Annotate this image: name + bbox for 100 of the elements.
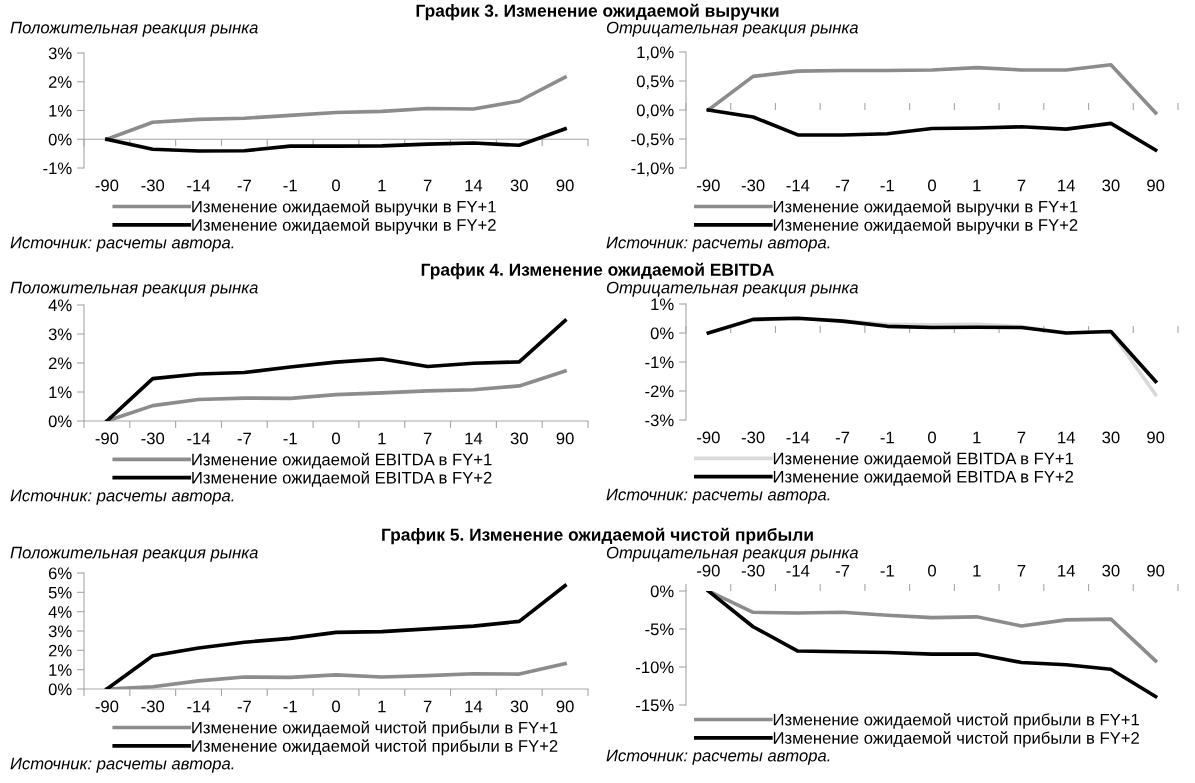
y-tick-label: 3%	[48, 47, 72, 60]
x-tick-label: 1	[973, 564, 981, 577]
x-tick-label: -90	[697, 431, 720, 444]
x-tick-label: -1	[283, 179, 297, 192]
x-tick-label: -7	[237, 179, 251, 192]
y-tick-label: 0%	[48, 415, 72, 428]
chart-title: График 4. Изменение ожидаемой EBITDA	[421, 262, 774, 280]
legend-label: Изменение ожидаемой чистой прибыли в FY+2	[192, 739, 558, 756]
y-tick-label: -3%	[645, 414, 674, 427]
x-tick-label: -90	[697, 179, 720, 192]
y-tick-label: 1%	[49, 386, 72, 399]
x-tick-label: 14	[465, 432, 483, 445]
legend-label: Изменение ожидаемой EBITDA в FY+2	[773, 470, 1074, 486]
x-tick-label: 1	[378, 432, 386, 445]
y-tick-label: 5%	[48, 586, 72, 599]
line-series	[105, 661, 567, 689]
x-tick-label: 0	[928, 431, 936, 444]
y-tick-label: -15%	[636, 699, 674, 712]
x-tick-label: -30	[141, 432, 165, 445]
y-tick-label: 6%	[48, 567, 72, 580]
x-tick-label: -30	[741, 431, 765, 444]
y-tick-label: 1%	[49, 664, 72, 676]
x-tick-label: 14	[465, 700, 483, 713]
x-tick-label: 90	[556, 179, 574, 192]
x-tick-label: 7	[423, 432, 432, 445]
legend-label: Изменение ожидаемой EBITDA в FY+1	[192, 452, 492, 469]
y-tick-label: 1%	[651, 298, 674, 311]
x-tick-label: 90	[1147, 564, 1165, 577]
text: Источник: расчеты автора.	[10, 489, 234, 505]
x-tick-label: 90	[1147, 179, 1165, 192]
x-tick-label: -1	[283, 432, 297, 445]
y-tick-label: 0%	[48, 683, 72, 696]
legend-label: Изменение ожидаемой выручки в FY+2	[773, 218, 1078, 235]
x-tick-label: -30	[741, 179, 765, 192]
legend-label: Изменение ожидаемой EBITDA в FY+1	[773, 451, 1074, 468]
y-tick-label: -10%	[636, 661, 674, 674]
x-tick-label: 0	[928, 564, 936, 577]
x-tick-label: 0	[332, 179, 340, 192]
y-tick-label: 0,0%	[636, 104, 674, 119]
y-tick-label: 0,5%	[636, 75, 674, 90]
y-tick-label: 0%	[48, 133, 72, 146]
x-tick-label: 30	[1102, 564, 1120, 577]
x-tick-label: 14	[465, 179, 483, 192]
chart-subtitle: Положительная реакция рынка	[10, 546, 258, 562]
text: Источник: расчеты автора.	[606, 749, 830, 765]
x-tick-label: -14	[187, 179, 211, 192]
legend-label: Изменение ожидаемой чистой прибыли в FY+2	[773, 731, 1139, 748]
x-tick-label: 30	[1102, 431, 1120, 444]
y-tick-label: -1%	[43, 162, 72, 175]
line-series	[105, 318, 567, 421]
line-series	[105, 127, 567, 153]
legend-label: Изменение ожидаемой чистой прибыли в FY+1	[773, 713, 1139, 729]
y-tick-label: 1,0%	[637, 46, 674, 61]
x-tick-label: -7	[835, 564, 850, 577]
x-tick-label: -90	[95, 179, 119, 192]
x-tick-label: 30	[510, 432, 528, 445]
x-tick-label: -90	[697, 564, 720, 577]
x-tick-label: -90	[95, 432, 119, 445]
chart-subtitle: Отрицательная реакция рынка	[606, 546, 859, 562]
x-tick-label: 7	[423, 700, 432, 713]
line-series	[706, 62, 1158, 115]
y-tick-label: 2%	[48, 357, 72, 370]
x-tick-label: 1	[973, 179, 981, 192]
x-tick-label: 14	[1058, 431, 1075, 444]
x-tick-label: -7	[835, 431, 850, 444]
x-tick-label: 7	[1017, 179, 1026, 192]
x-tick-label: 14	[1058, 564, 1075, 577]
line-series	[105, 583, 567, 689]
x-tick-label: -1	[880, 179, 894, 192]
x-tick-label: -1	[880, 564, 894, 577]
x-tick-label: -30	[141, 700, 165, 713]
y-tick-label: -1%	[645, 356, 674, 369]
x-tick-label: 0	[332, 700, 340, 713]
line-series	[706, 108, 1158, 152]
y-tick-label: -2%	[645, 385, 674, 398]
y-tick-label: -5%	[645, 623, 674, 636]
x-tick-label: -14	[187, 432, 211, 445]
x-tick-label: -14	[786, 179, 810, 192]
x-tick-label: -7	[835, 179, 850, 192]
x-tick-label: 1	[378, 700, 386, 713]
x-tick-label: 0	[332, 432, 340, 445]
chart-subtitle: Отрицательная реакция рынка	[606, 281, 859, 297]
y-tick-label: 4%	[48, 299, 72, 312]
chart-title: График 5. Изменение ожидаемой чистой прибыли	[382, 527, 813, 545]
chart-subtitle: Отрицательная реакция рынка	[606, 21, 859, 37]
y-tick-label: 3%	[48, 328, 72, 341]
text: Источник: расчеты автора.	[606, 488, 830, 504]
y-tick-label: 4%	[48, 606, 72, 618]
x-tick-label: 7	[1017, 431, 1026, 444]
x-tick-label: -1	[283, 700, 297, 713]
x-tick-label: -14	[786, 431, 810, 444]
chart-subtitle: Положительная реакция рынка	[10, 281, 258, 297]
line-series	[105, 75, 567, 142]
y-tick-label: 0%	[650, 327, 674, 340]
x-tick-label: -30	[141, 179, 165, 192]
x-tick-label: 90	[556, 700, 574, 713]
y-tick-label: 2%	[48, 76, 72, 88]
text: Источник: расчеты автора.	[606, 236, 830, 252]
legend-label: Изменение ожидаемой чистой прибыли в FY+1	[192, 721, 558, 737]
x-tick-label: 1	[973, 431, 981, 444]
